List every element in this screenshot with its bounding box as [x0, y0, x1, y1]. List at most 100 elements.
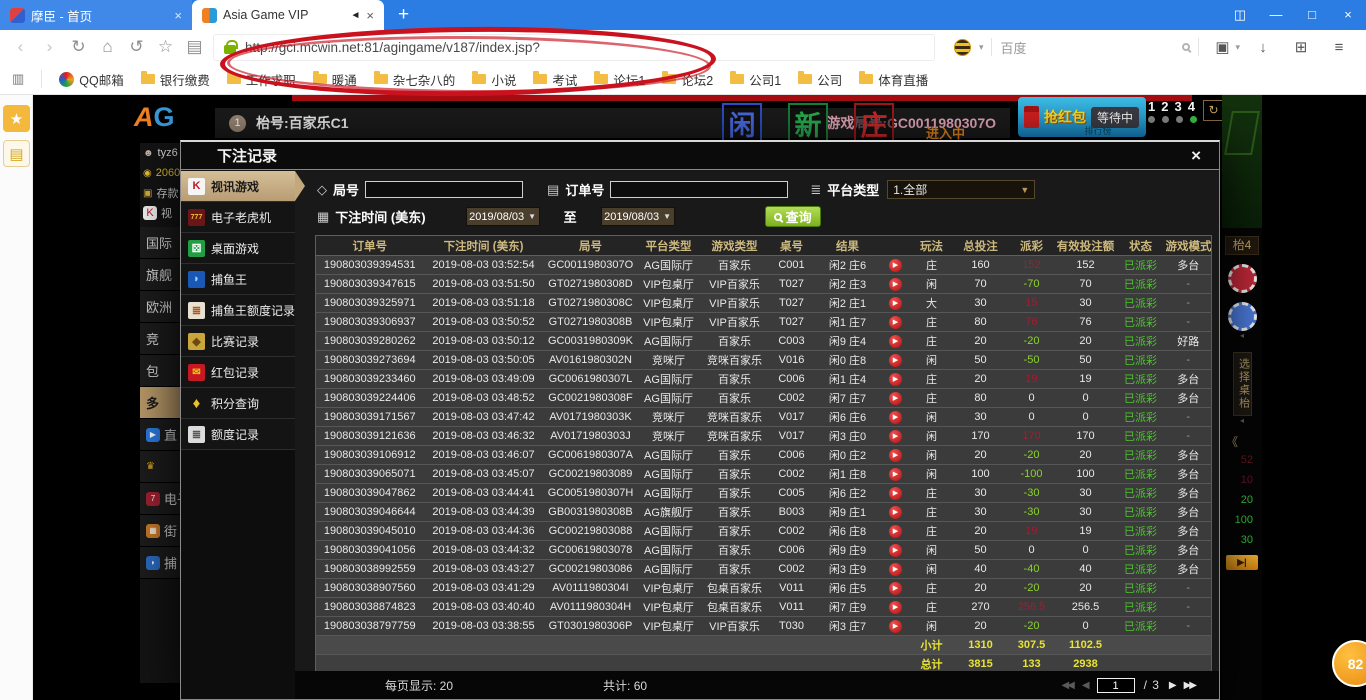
modal-close-icon[interactable]: ×	[1191, 145, 1201, 165]
search-button[interactable]: 查询	[764, 206, 821, 227]
marker-player[interactable]: 闲	[722, 103, 762, 143]
game-menu-item[interactable]: ♛	[140, 451, 181, 483]
modal-menu-item[interactable]: ♦ 积分查询	[181, 388, 295, 419]
bookmark-item[interactable]: QQ邮箱	[59, 70, 124, 89]
bookmark-item[interactable]: 公司1	[730, 70, 781, 89]
play-icon[interactable]: ▶	[889, 354, 902, 367]
bookmark-item[interactable]: 论坛2	[662, 70, 713, 89]
play-icon[interactable]: ▶	[889, 278, 902, 291]
bookmark-item[interactable]: 公司	[798, 70, 842, 89]
play-icon[interactable]: ▶	[889, 506, 902, 519]
game-menu-item[interactable]: 欧洲	[140, 291, 181, 323]
choose-table-tab[interactable]: 选择桌枱	[1232, 352, 1252, 416]
menu-icon[interactable]: ≡	[1334, 38, 1344, 56]
last-page-icon[interactable]: ▶▶	[1183, 679, 1197, 691]
modal-menu-item[interactable]: ◗ 捕鱼王	[181, 264, 295, 295]
bookmark-item[interactable]: 暖通	[312, 70, 357, 89]
bookmark-item[interactable]: 论坛1	[594, 70, 645, 89]
maximize-button[interactable]: □	[1308, 7, 1316, 22]
red-packet-banner[interactable]: 抢红包 等待中 排行榜	[1018, 97, 1146, 137]
round-input[interactable]	[365, 181, 524, 198]
red-chip-icon[interactable]	[1227, 264, 1257, 293]
notes-panel-button[interactable]: ▤	[3, 140, 30, 167]
play-icon[interactable]: ▶	[889, 468, 902, 481]
play-icon[interactable]: ▶	[889, 297, 902, 310]
red-packet-status-button[interactable]: 等待中	[1091, 106, 1140, 128]
prev-page-icon[interactable]: ◀	[1081, 679, 1090, 691]
favorite-star-icon[interactable]: ☆	[157, 37, 174, 56]
game-menu-item[interactable]: 7 电子	[140, 483, 181, 515]
service-badge[interactable]: 82	[1332, 640, 1366, 687]
first-page-icon[interactable]: ◀◀	[1061, 679, 1074, 691]
play-bar-button[interactable]: ▶|	[1226, 555, 1258, 570]
blue-chip-icon[interactable]	[1227, 302, 1257, 331]
undo-icon[interactable]: ↺	[129, 37, 144, 56]
tab-close-icon[interactable]: ×	[366, 7, 374, 23]
tab-audio-icon[interactable]: ◄	[350, 9, 361, 21]
game-menu-item[interactable]: 竞	[140, 323, 181, 355]
bookmark-item[interactable]: 体育直播	[859, 70, 928, 89]
play-icon[interactable]: ▶	[889, 525, 902, 538]
arrow-up-icon[interactable]: ◂	[1239, 331, 1244, 340]
caret-icon[interactable]: ▾	[1235, 41, 1240, 52]
game-menu-item[interactable]: 国际	[140, 227, 181, 259]
favorites-panel-button[interactable]: ★	[3, 105, 30, 132]
close-button[interactable]: ×	[1344, 7, 1352, 22]
bookmark-item[interactable]: 小说	[472, 70, 516, 89]
home-icon[interactable]: ⌂	[102, 37, 113, 56]
play-icon[interactable]: ▶	[889, 411, 902, 424]
marker-banker[interactable]: 庄	[854, 103, 894, 143]
marker-new[interactable]: 新	[788, 103, 828, 143]
play-icon[interactable]: ▶	[889, 487, 902, 500]
search-box[interactable]: 百度	[1000, 38, 1191, 57]
tab-moche[interactable]: 摩臣 - 首页 ×	[0, 0, 192, 30]
notes-icon[interactable]: ▤	[186, 37, 203, 56]
game-menu-item[interactable]: 多	[140, 387, 181, 419]
bookmark-item[interactable]: 考试	[533, 70, 577, 89]
platform-select[interactable]: 1.全部 ▼	[887, 180, 1036, 199]
modal-menu-item[interactable]: ⚄ 桌面游戏	[181, 233, 295, 264]
video-row[interactable]: K 视	[140, 203, 181, 223]
play-icon[interactable]: ▶	[889, 392, 902, 405]
next-page-icon[interactable]: ▶	[1168, 679, 1177, 691]
bookmark-panel-icon[interactable]: ▥	[12, 71, 25, 86]
play-icon[interactable]: ▶	[889, 449, 902, 462]
url-text[interactable]: http://gci.mcwin.net:81/agingame/v187/in…	[245, 39, 540, 55]
play-icon[interactable]: ▶	[889, 316, 902, 329]
back-icon[interactable]: ‹	[17, 37, 24, 56]
red-packet-sub[interactable]: 排行榜	[1084, 126, 1112, 136]
minimize-button[interactable]: —	[1269, 7, 1283, 22]
page-input[interactable]: 1	[1096, 677, 1135, 693]
apps-icon[interactable]: ⊞	[1294, 39, 1308, 56]
modal-menu-item[interactable]: K 视讯游戏	[181, 171, 305, 202]
order-input[interactable]	[610, 181, 789, 198]
game-menu-item[interactable]: ◗ 捕	[140, 547, 181, 579]
tab-close-icon[interactable]: ×	[174, 7, 182, 23]
bookmark-item[interactable]: 银行缴费	[140, 70, 210, 89]
play-icon[interactable]: ▶	[889, 373, 902, 386]
date-to-select[interactable]: 2019/08/03 ▼	[600, 207, 675, 226]
layout-icon[interactable]: ◫	[1233, 7, 1247, 22]
address-bar[interactable]: http://gci.mcwin.net:81/agingame/v187/in…	[213, 33, 935, 61]
refresh-icon[interactable]: ↻	[71, 37, 86, 56]
screenshot-icon[interactable]: ▣	[1215, 39, 1230, 56]
deposit-row[interactable]: ▣ 存款	[140, 183, 181, 203]
play-icon[interactable]: ▶	[889, 582, 902, 595]
modal-menu-item[interactable]: ✉ 红包记录	[181, 357, 295, 388]
play-icon[interactable]: ▶	[889, 259, 902, 272]
bookmark-item[interactable]: 工作求职	[226, 70, 296, 89]
search-icon[interactable]	[1182, 43, 1191, 51]
modal-menu-item[interactable]: ◆ 比赛记录	[181, 326, 295, 357]
bookmark-item[interactable]: 杂七杂八的	[373, 70, 455, 89]
new-tab-button[interactable]: +	[398, 4, 410, 25]
play-icon[interactable]: ▶	[889, 335, 902, 348]
play-icon[interactable]: ▶	[889, 563, 902, 576]
table-tag[interactable]: 枱4	[1225, 236, 1259, 255]
date-from-select[interactable]: 2019/08/03 ▼	[465, 207, 540, 226]
play-icon[interactable]: ▶	[889, 430, 902, 443]
game-menu-item[interactable]: 包	[140, 355, 181, 387]
caret-icon[interactable]: ▾	[978, 41, 984, 52]
game-menu-item[interactable]: 旗舰	[140, 259, 181, 291]
game-menu-item[interactable]: ▦ 街	[140, 515, 181, 547]
play-icon[interactable]: ▶	[889, 601, 902, 614]
